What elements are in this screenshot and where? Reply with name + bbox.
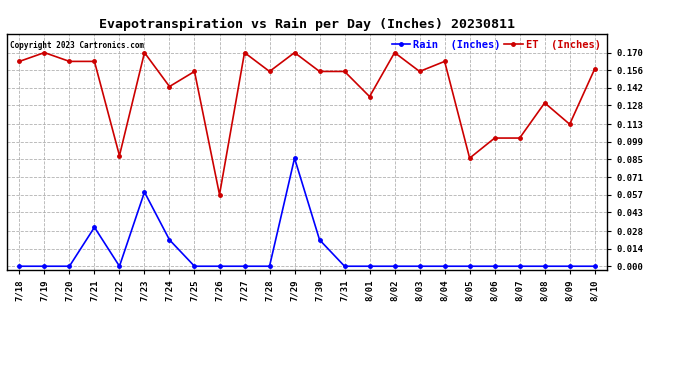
Rain  (Inches) — [15, 264, 23, 268]
Rain  (Inches) — [540, 264, 549, 268]
ET  (Inches) — [440, 59, 449, 64]
Rain  (Inches) — [190, 264, 199, 268]
Rain  (Inches) — [66, 264, 74, 268]
Legend: Rain  (Inches), ET  (Inches): Rain (Inches), ET (Inches) — [391, 39, 602, 51]
Rain  (Inches) — [515, 264, 524, 268]
Rain  (Inches) — [266, 264, 274, 268]
Line: Rain  (Inches): Rain (Inches) — [18, 156, 596, 268]
Rain  (Inches) — [440, 264, 449, 268]
ET  (Inches) — [515, 136, 524, 140]
ET  (Inches) — [540, 100, 549, 105]
Rain  (Inches) — [115, 264, 124, 268]
ET  (Inches) — [366, 94, 374, 99]
ET  (Inches) — [115, 153, 124, 158]
Rain  (Inches) — [366, 264, 374, 268]
ET  (Inches) — [391, 50, 399, 55]
ET  (Inches) — [66, 59, 74, 64]
Rain  (Inches) — [591, 264, 599, 268]
Rain  (Inches) — [566, 264, 574, 268]
Rain  (Inches) — [340, 264, 348, 268]
Rain  (Inches) — [140, 190, 148, 194]
Rain  (Inches) — [240, 264, 248, 268]
Text: Copyright 2023 Cartronics.com: Copyright 2023 Cartronics.com — [10, 41, 144, 50]
Rain  (Inches) — [315, 238, 324, 242]
Rain  (Inches) — [391, 264, 399, 268]
Rain  (Inches) — [466, 264, 474, 268]
ET  (Inches) — [40, 50, 48, 55]
Rain  (Inches) — [90, 225, 99, 230]
ET  (Inches) — [140, 50, 148, 55]
ET  (Inches) — [290, 50, 299, 55]
ET  (Inches) — [591, 67, 599, 71]
ET  (Inches) — [240, 50, 248, 55]
Rain  (Inches) — [215, 264, 224, 268]
ET  (Inches) — [340, 69, 348, 74]
ET  (Inches) — [15, 59, 23, 64]
ET  (Inches) — [90, 59, 99, 64]
Rain  (Inches) — [166, 238, 174, 242]
ET  (Inches) — [266, 69, 274, 74]
ET  (Inches) — [415, 69, 424, 74]
ET  (Inches) — [566, 122, 574, 126]
ET  (Inches) — [315, 69, 324, 74]
Rain  (Inches) — [491, 264, 499, 268]
Title: Evapotranspiration vs Rain per Day (Inches) 20230811: Evapotranspiration vs Rain per Day (Inch… — [99, 18, 515, 31]
Rain  (Inches) — [290, 156, 299, 160]
ET  (Inches) — [166, 84, 174, 89]
Line: ET  (Inches): ET (Inches) — [18, 51, 596, 196]
ET  (Inches) — [215, 192, 224, 197]
ET  (Inches) — [466, 156, 474, 160]
Rain  (Inches) — [40, 264, 48, 268]
ET  (Inches) — [190, 69, 199, 74]
ET  (Inches) — [491, 136, 499, 140]
Rain  (Inches) — [415, 264, 424, 268]
